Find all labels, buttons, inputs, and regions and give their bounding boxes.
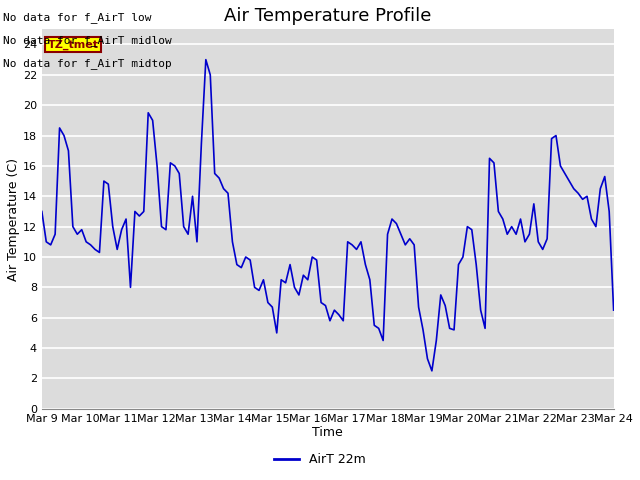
Text: No data for f_AirT midlow: No data for f_AirT midlow bbox=[3, 35, 172, 46]
Legend: AirT 22m: AirT 22m bbox=[269, 448, 371, 471]
Text: No data for f_AirT low: No data for f_AirT low bbox=[3, 12, 152, 23]
Text: TZ_tmet: TZ_tmet bbox=[47, 39, 99, 49]
Text: No data for f_AirT midtop: No data for f_AirT midtop bbox=[3, 58, 172, 69]
Y-axis label: Air Temperature (C): Air Temperature (C) bbox=[7, 157, 20, 280]
Title: Air Temperature Profile: Air Temperature Profile bbox=[224, 7, 431, 25]
X-axis label: Time: Time bbox=[312, 426, 343, 440]
